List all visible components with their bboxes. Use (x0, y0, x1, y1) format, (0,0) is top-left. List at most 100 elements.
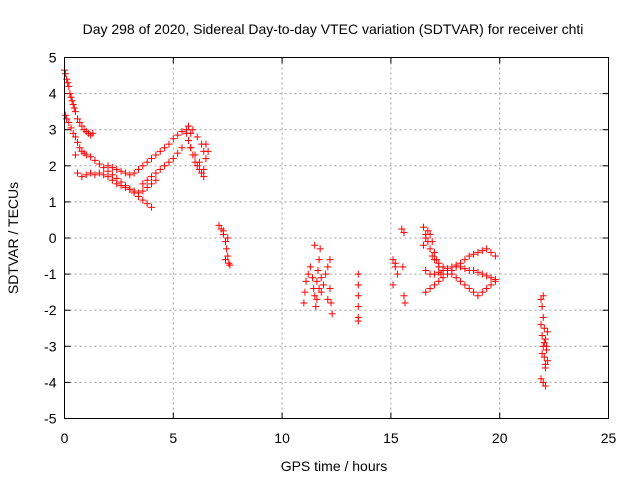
data-point (222, 238, 230, 246)
data-points (61, 66, 552, 390)
data-point (161, 162, 169, 170)
data-point (95, 160, 103, 168)
data-point (309, 274, 317, 282)
data-point (326, 256, 334, 264)
data-point (69, 100, 77, 108)
data-point (139, 187, 147, 195)
data-point (422, 234, 430, 242)
data-point (224, 234, 232, 242)
data-point (113, 180, 121, 188)
data-point (544, 357, 552, 365)
data-point (401, 299, 409, 307)
y-tick-label: -2 (44, 302, 57, 318)
data-point (483, 285, 491, 293)
y-tick-label: 2 (49, 158, 57, 174)
data-point (474, 268, 482, 276)
data-point (169, 135, 177, 143)
data-point (174, 149, 182, 157)
data-point (108, 176, 116, 184)
y-tick-label: 5 (49, 50, 57, 66)
data-point (193, 162, 201, 170)
data-point (541, 335, 549, 343)
data-point (222, 256, 230, 264)
data-point (224, 252, 232, 260)
data-point (393, 270, 401, 278)
data-point (117, 182, 125, 190)
data-point (398, 225, 406, 233)
data-point (389, 281, 397, 289)
data-point (538, 331, 546, 339)
data-point (457, 259, 465, 267)
data-point (215, 221, 223, 229)
data-point (437, 270, 445, 278)
data-point (108, 164, 116, 172)
data-point (69, 129, 77, 137)
y-tick-label: 4 (49, 86, 57, 102)
data-point (74, 169, 82, 177)
data-point (76, 118, 84, 126)
chart-title: Day 298 of 2020, Sidereal Day-to-day VTE… (83, 21, 584, 37)
data-point (324, 263, 332, 271)
data-point (195, 158, 203, 166)
data-point (169, 155, 177, 163)
data-point (223, 245, 231, 253)
data-point (354, 281, 362, 289)
y-axis-label: SDTVAR / TECUs (5, 182, 21, 294)
data-point (465, 285, 473, 293)
data-point (148, 203, 156, 211)
data-point (424, 227, 432, 235)
data-point (537, 321, 545, 329)
data-point (148, 173, 156, 181)
data-point (300, 299, 308, 307)
grid (64, 57, 609, 419)
data-point (121, 183, 129, 191)
data-point (139, 196, 147, 204)
data-point (126, 185, 134, 193)
data-point (174, 131, 182, 139)
data-point (304, 270, 312, 278)
data-point (315, 256, 323, 264)
data-point (91, 171, 99, 179)
data-point (182, 129, 190, 137)
data-point (130, 187, 138, 195)
data-point (62, 70, 70, 78)
data-point (354, 317, 362, 325)
data-point (540, 324, 548, 332)
data-point (152, 151, 160, 159)
data-point (87, 153, 95, 161)
data-point (389, 256, 397, 264)
data-point (226, 261, 234, 269)
data-point (461, 265, 469, 273)
data-point (544, 328, 552, 336)
data-point (178, 128, 186, 136)
data-point (539, 378, 547, 386)
data-point (74, 138, 82, 146)
data-point (483, 245, 491, 253)
data-point (428, 252, 436, 260)
data-point (491, 276, 499, 284)
data-point (198, 169, 206, 177)
data-point (426, 285, 434, 293)
data-point (66, 90, 74, 98)
data-point (319, 281, 327, 289)
data-point (470, 266, 478, 274)
data-point (420, 223, 428, 231)
data-point (470, 288, 478, 296)
data-point (354, 292, 362, 300)
y-tick-label: 0 (49, 230, 57, 246)
data-point (191, 151, 199, 159)
x-tick-label: 20 (492, 430, 508, 446)
data-point (478, 247, 486, 255)
data-point (306, 263, 314, 271)
x-tick-label: 0 (61, 430, 69, 446)
data-point (225, 259, 233, 267)
data-point (148, 180, 156, 188)
data-point (541, 360, 549, 368)
y-tick-label: -4 (44, 374, 57, 390)
data-point (470, 250, 478, 258)
data-point (430, 270, 438, 278)
data-point (328, 310, 336, 318)
data-point (542, 342, 550, 350)
